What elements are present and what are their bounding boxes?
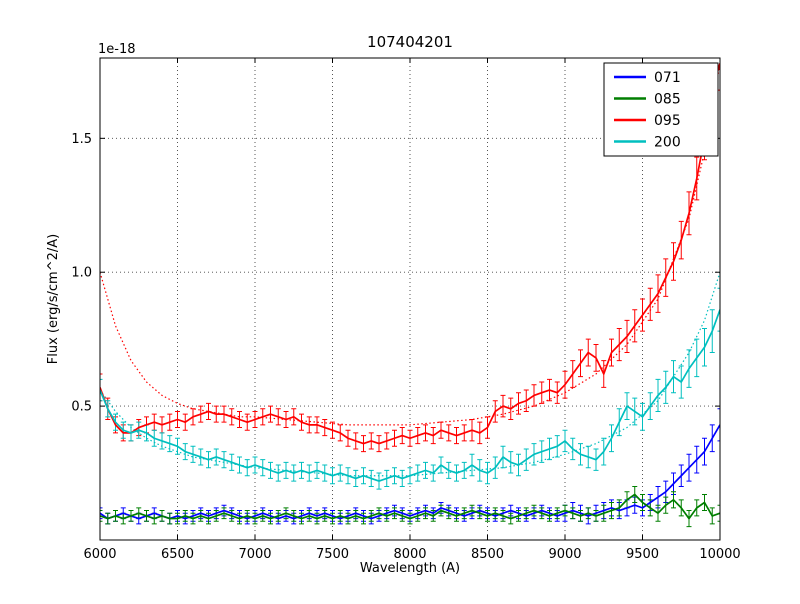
x-tick-label: 10000: [699, 547, 740, 562]
plot-area: 6000 6500 7000 7500 8000 8500 9000 9500 10000 0.5…: [71, 57, 741, 562]
data-layer: [100, 58, 720, 528]
ticks: 6000 6500 7000 7500 8000 8500 9000 9500 10000 0.5…: [71, 58, 741, 562]
x-tick-label: 8000: [393, 547, 426, 562]
x-tick-label: 8500: [471, 547, 504, 562]
x-axis-label: Wavelength (A): [360, 561, 460, 576]
legend: 071 085 095 200: [603, 62, 719, 157]
series-line-200: [100, 309, 720, 482]
x-tick-label: 9500: [626, 547, 659, 562]
legend-entry-200: 200: [614, 135, 681, 151]
legend-label: 200: [654, 135, 681, 151]
series-line-095: [100, 63, 720, 445]
legend-entry-095: 095: [614, 113, 681, 129]
x-tick-label: 6500: [161, 547, 194, 562]
x-tick-label: 7000: [238, 547, 271, 562]
chart-title: 107404201: [367, 33, 453, 51]
x-tick-label: 7500: [316, 547, 349, 562]
x-tick-label: 6000: [83, 547, 116, 562]
y-tick-label: 0.5: [71, 400, 92, 415]
y-tick-label: 1.0: [71, 266, 92, 281]
model-curve-095: [100, 63, 720, 426]
legend-entry-085: 085: [614, 92, 681, 108]
y-axis-label: Flux (erg/s/cm^2/A): [46, 234, 61, 364]
legend-entry-071: 071: [614, 70, 681, 86]
model-curve-200: [100, 272, 720, 477]
legend-label: 095: [654, 113, 681, 129]
legend-label: 071: [654, 70, 681, 86]
legend-label: 085: [654, 92, 681, 108]
x-tick-label: 9000: [548, 547, 581, 562]
series-line-085: [100, 493, 720, 520]
y-tick-label: 1.5: [71, 132, 92, 147]
y-axis-offset-text: 1e-18: [98, 42, 136, 57]
